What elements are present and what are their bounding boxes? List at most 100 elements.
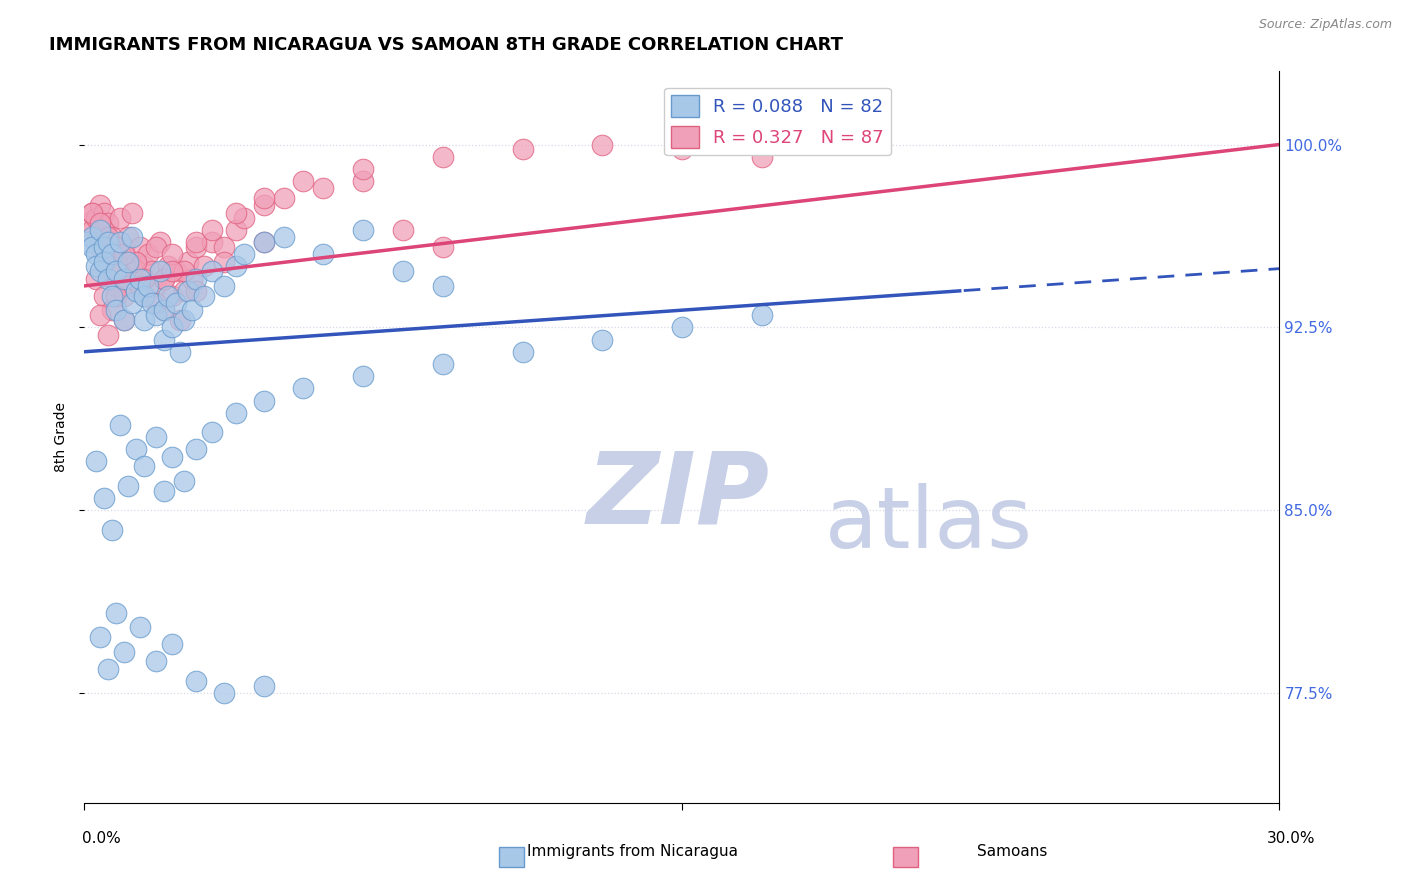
- Point: [132, 313, 156, 327]
- Point: [232, 211, 254, 225]
- Point: [125, 254, 148, 268]
- Point: [125, 254, 148, 268]
- Text: Source: ZipAtlas.com: Source: ZipAtlas.com: [1258, 18, 1392, 31]
- Point: [125, 442, 148, 457]
- Point: [112, 645, 135, 659]
- Point: [97, 230, 120, 244]
- Point: [253, 198, 276, 212]
- Point: [117, 279, 139, 293]
- Point: [141, 264, 163, 278]
- Point: [432, 150, 454, 164]
- Point: [153, 303, 176, 318]
- Point: [591, 333, 613, 347]
- Point: [160, 320, 183, 334]
- Point: [212, 240, 235, 254]
- Point: [129, 240, 152, 254]
- Point: [93, 288, 115, 302]
- Point: [160, 264, 183, 278]
- Point: [173, 474, 195, 488]
- Point: [89, 240, 111, 254]
- Point: [169, 344, 191, 359]
- Point: [86, 454, 108, 468]
- Point: [165, 296, 187, 310]
- Point: [110, 211, 132, 225]
- Point: [160, 288, 183, 302]
- Point: [97, 235, 120, 249]
- Point: [253, 393, 276, 408]
- Point: [181, 271, 204, 285]
- Point: [181, 303, 204, 318]
- Point: [112, 271, 135, 285]
- Point: [97, 215, 120, 229]
- Point: [432, 240, 454, 254]
- Point: [160, 637, 183, 651]
- Point: [145, 654, 167, 668]
- Point: [105, 279, 128, 293]
- Point: [312, 181, 335, 195]
- Point: [105, 247, 128, 261]
- Point: [93, 240, 115, 254]
- Point: [82, 206, 104, 220]
- Point: [82, 240, 104, 254]
- Point: [129, 279, 152, 293]
- Point: [136, 247, 159, 261]
- Point: [173, 264, 195, 278]
- Point: [129, 271, 152, 285]
- Point: [253, 235, 276, 249]
- Point: [232, 247, 254, 261]
- Point: [177, 284, 200, 298]
- Point: [201, 425, 224, 440]
- Point: [292, 174, 315, 188]
- Point: [225, 406, 247, 420]
- Point: [432, 279, 454, 293]
- Point: [97, 327, 120, 342]
- Point: [117, 230, 139, 244]
- Point: [121, 206, 143, 220]
- Point: [751, 308, 773, 322]
- Point: [145, 279, 167, 293]
- Point: [225, 260, 247, 274]
- Point: [97, 271, 120, 285]
- Point: [432, 357, 454, 371]
- Text: IMMIGRANTS FROM NICARAGUA VS SAMOAN 8TH GRADE CORRELATION CHART: IMMIGRANTS FROM NICARAGUA VS SAMOAN 8TH …: [49, 36, 844, 54]
- Point: [82, 206, 104, 220]
- Point: [153, 271, 176, 285]
- FancyBboxPatch shape: [893, 847, 918, 867]
- Point: [86, 211, 108, 225]
- Point: [132, 288, 156, 302]
- Point: [201, 264, 224, 278]
- Point: [132, 288, 156, 302]
- Point: [89, 198, 111, 212]
- Point: [112, 288, 135, 302]
- Point: [112, 313, 135, 327]
- Point: [225, 223, 247, 237]
- Point: [145, 430, 167, 444]
- Point: [101, 288, 124, 302]
- Point: [89, 215, 111, 229]
- Point: [512, 344, 534, 359]
- Point: [110, 235, 132, 249]
- Point: [77, 215, 100, 229]
- Text: 30.0%: 30.0%: [1267, 831, 1315, 846]
- Point: [225, 206, 247, 220]
- Point: [132, 459, 156, 474]
- Y-axis label: 8th Grade: 8th Grade: [53, 402, 67, 472]
- Text: ZIP: ZIP: [586, 447, 769, 544]
- Point: [110, 264, 132, 278]
- Point: [177, 254, 200, 268]
- Point: [101, 523, 124, 537]
- Point: [77, 235, 100, 249]
- Point: [93, 254, 115, 268]
- Point: [253, 191, 276, 205]
- Point: [105, 240, 128, 254]
- Point: [173, 313, 195, 327]
- Point: [110, 417, 132, 432]
- Point: [105, 606, 128, 620]
- Point: [86, 235, 108, 249]
- Point: [212, 254, 235, 268]
- Point: [193, 288, 215, 302]
- Point: [145, 240, 167, 254]
- Point: [117, 254, 139, 268]
- Text: Samoans: Samoans: [977, 845, 1047, 859]
- Point: [173, 284, 195, 298]
